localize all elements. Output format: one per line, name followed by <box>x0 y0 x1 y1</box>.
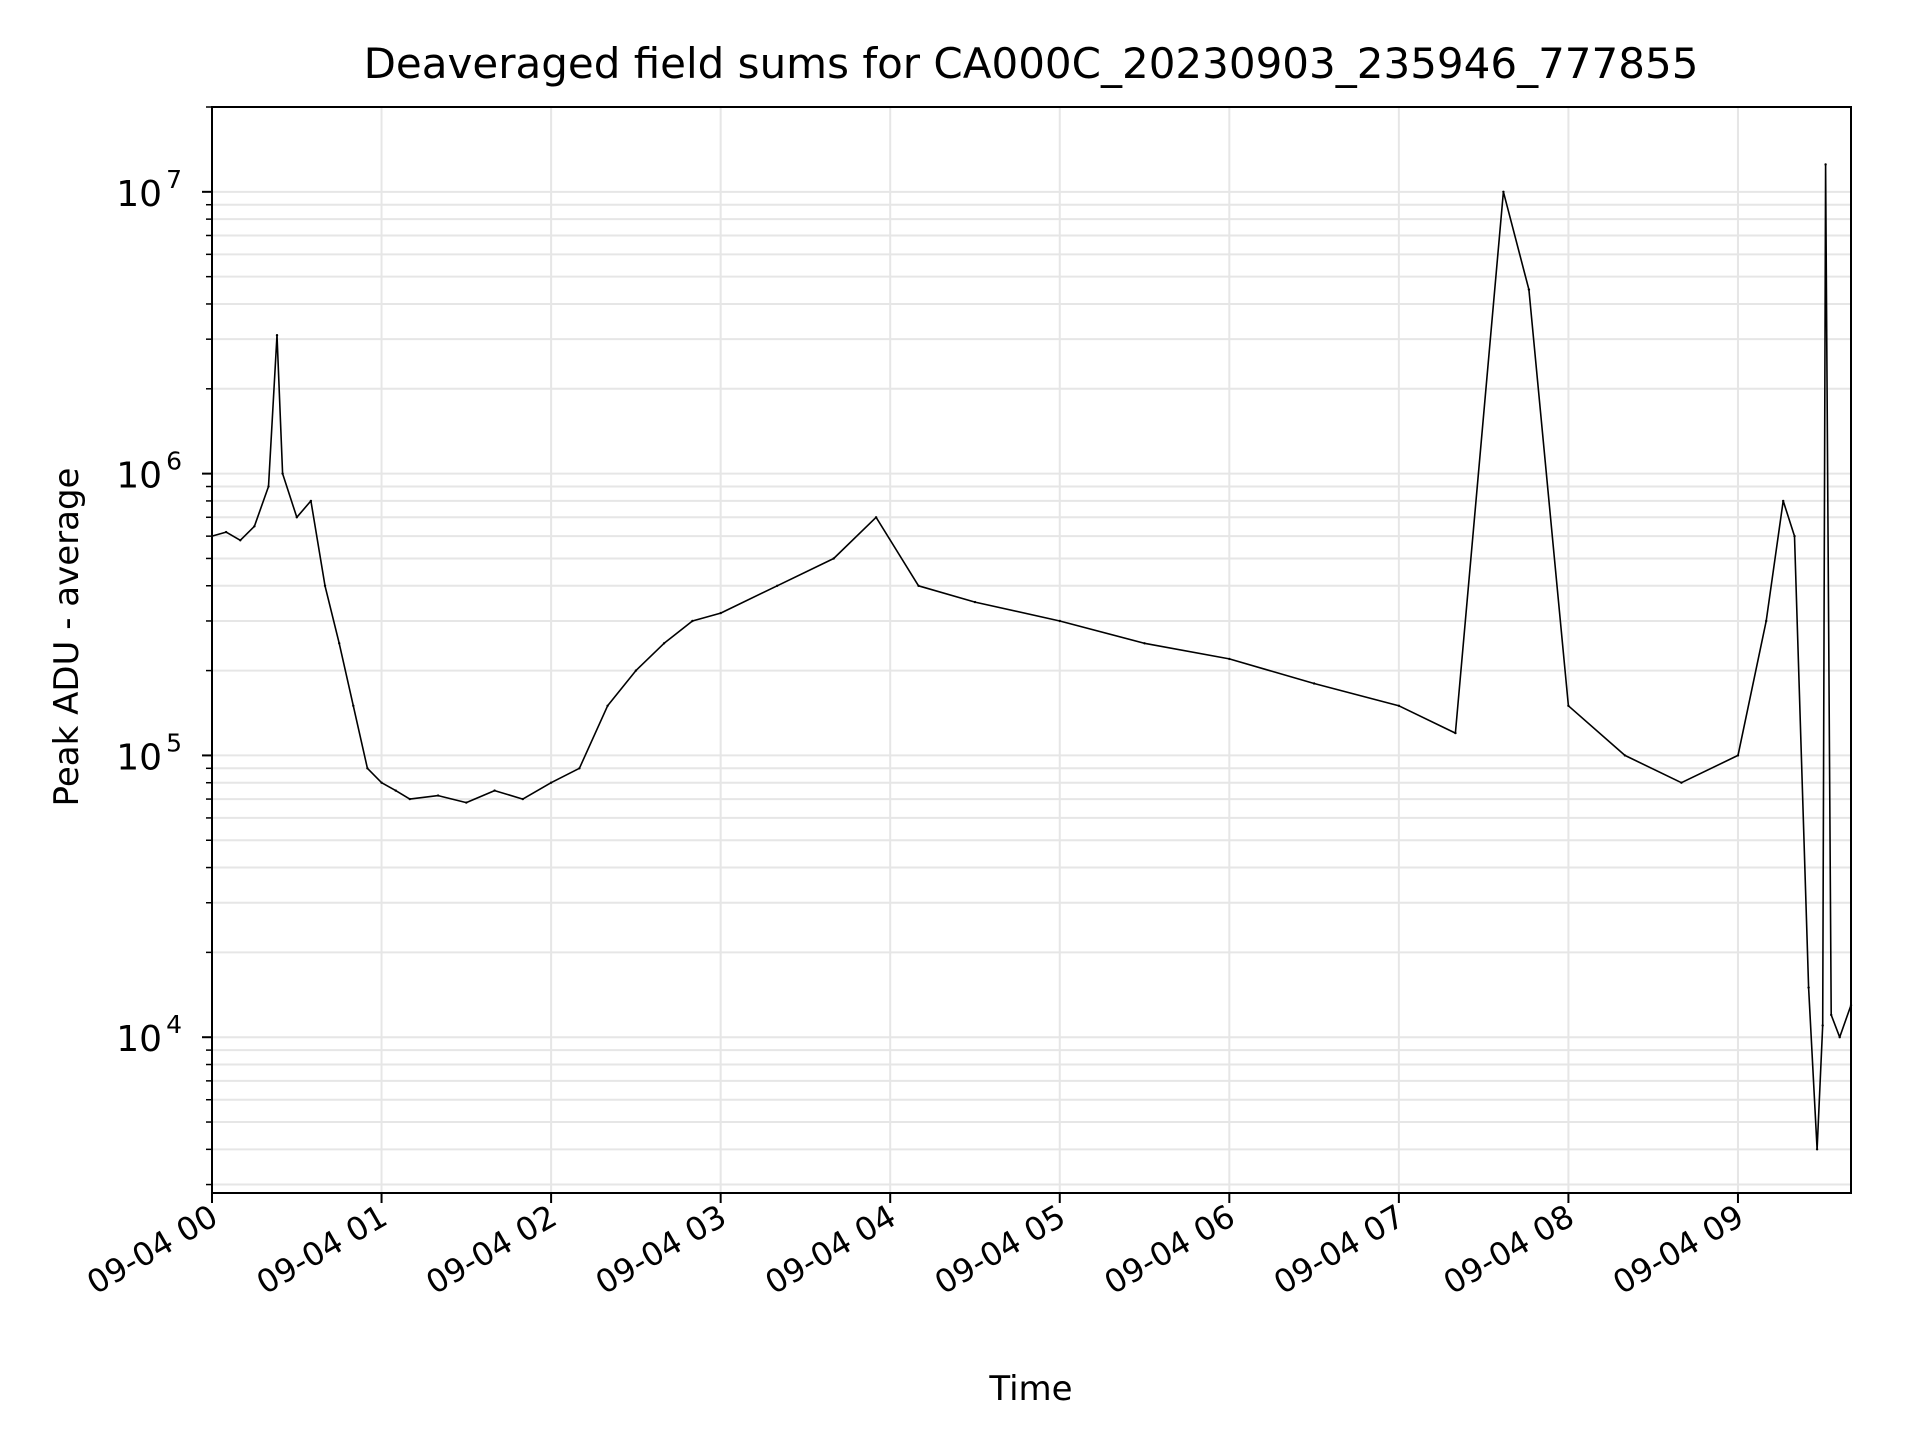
data-point <box>606 704 609 707</box>
x-axis-label: Time <box>988 1369 1072 1409</box>
data-point <box>323 584 327 587</box>
x-axis-ticks: 09-04 00 09-04 01 09-04 02 09-04 03 09-04 04… <box>80 1193 1750 1302</box>
data-point <box>295 516 298 519</box>
y-tick-base: 10 <box>116 174 162 215</box>
y-axis-label: Peak ADU - average <box>47 468 87 807</box>
x-tick-label: 09-04 07 <box>1267 1197 1411 1302</box>
x-tick-label: 09-04 09 <box>1606 1197 1750 1302</box>
data-point <box>309 499 313 503</box>
data-point <box>1830 1013 1833 1017</box>
data-point <box>1782 499 1785 503</box>
data-point <box>1815 1148 1819 1151</box>
data-point <box>1765 619 1768 623</box>
y-tick-exponent: 4 <box>166 1010 182 1039</box>
data-point <box>352 704 355 707</box>
data-point <box>634 669 638 672</box>
data-point <box>224 530 228 534</box>
x-tick-label: 09-04 00 <box>80 1197 224 1302</box>
data-point <box>1807 986 1810 989</box>
x-tick-label: 09-04 04 <box>759 1197 903 1302</box>
series-line <box>211 163 1852 1151</box>
y-tick-base: 10 <box>116 456 162 497</box>
y-tick-base: 10 <box>116 1019 162 1060</box>
data-point <box>267 485 270 488</box>
data-point <box>275 334 279 337</box>
data-point <box>832 557 835 560</box>
data-point <box>1824 163 1827 166</box>
data-point <box>436 794 440 797</box>
y-tick-exponent: 6 <box>166 447 182 476</box>
data-point <box>1838 1036 1841 1039</box>
data-point <box>493 789 496 792</box>
x-tick-label: 09-04 08 <box>1437 1197 1581 1302</box>
data-point <box>394 789 397 792</box>
data-point <box>1736 754 1740 757</box>
data-point <box>1058 619 1062 623</box>
series-layer <box>210 163 1853 1151</box>
data-point <box>874 516 878 519</box>
data-point <box>253 525 256 528</box>
data-point <box>1567 704 1570 707</box>
y-tick-exponent: 7 <box>166 165 182 194</box>
y-tick-base: 10 <box>116 737 162 778</box>
major-grid <box>211 107 1851 1193</box>
data-point <box>1793 534 1796 538</box>
x-tick-label: 09-04 01 <box>250 1197 394 1302</box>
x-tick-label: 09-04 03 <box>589 1197 733 1302</box>
y-tick-exponent: 5 <box>166 728 182 757</box>
y-tick-label: 10 <box>116 1019 162 1060</box>
data-point <box>578 767 581 770</box>
data-point <box>662 642 666 645</box>
data-point <box>521 797 524 801</box>
data-point <box>1312 682 1316 685</box>
y-tick-label: 10 <box>116 737 162 778</box>
y-tick-label: 10 <box>116 174 162 215</box>
data-point <box>465 801 468 804</box>
data-point <box>691 619 694 623</box>
data-point <box>1680 781 1683 784</box>
y-tick-label: 10 <box>116 456 162 497</box>
x-tick-label: 09-04 05 <box>928 1197 1072 1302</box>
data-point <box>917 584 920 587</box>
minor-grid <box>212 106 1851 1186</box>
data-point <box>1623 754 1627 757</box>
data-point <box>366 767 369 770</box>
data-point <box>338 642 341 645</box>
data-point <box>776 584 779 587</box>
data-point <box>239 539 242 542</box>
data-point <box>1228 657 1231 661</box>
data-point <box>549 781 553 784</box>
x-tick-label: 09-04 02 <box>420 1197 564 1302</box>
data-point <box>1527 288 1531 291</box>
data-point <box>719 611 722 615</box>
data-point <box>1502 190 1505 193</box>
data-point <box>1454 731 1457 735</box>
data-point <box>408 797 411 801</box>
data-point <box>1821 1024 1824 1027</box>
data-point <box>281 472 284 475</box>
plot-frame <box>211 106 1852 1194</box>
x-tick-label: 09-04 06 <box>1098 1197 1242 1302</box>
data-point <box>380 781 383 784</box>
data-point <box>1397 704 1401 707</box>
data-point <box>1143 642 1146 645</box>
chart-title: Deaveraged field sums for CA000C_2023090… <box>364 39 1699 88</box>
data-point <box>973 600 977 604</box>
